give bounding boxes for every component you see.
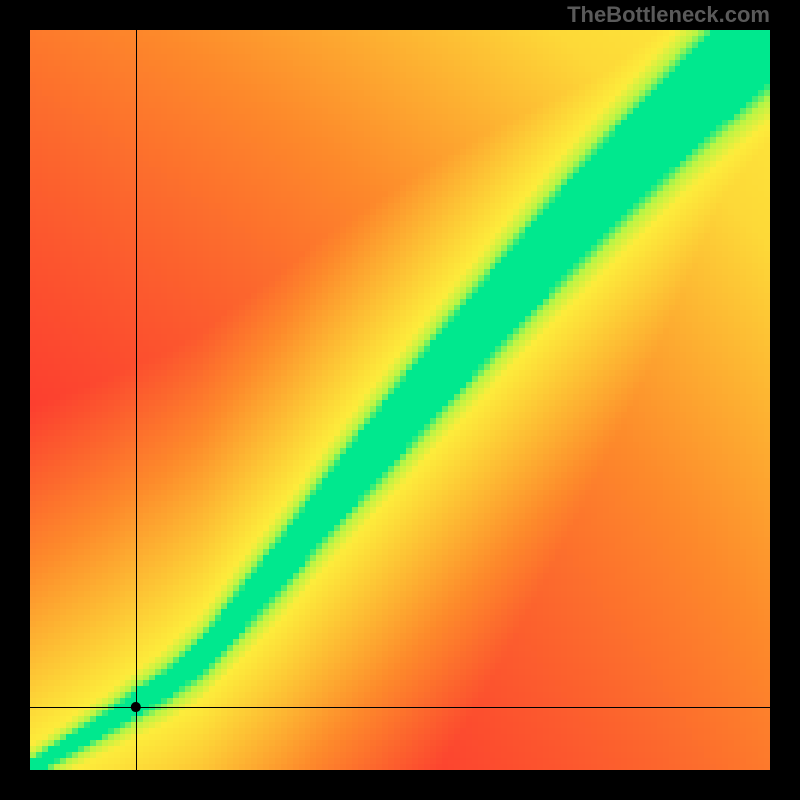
- heatmap-canvas: [0, 0, 800, 800]
- chart-container: TheBottleneck.com: [0, 0, 800, 800]
- watermark-text: TheBottleneck.com: [567, 2, 770, 28]
